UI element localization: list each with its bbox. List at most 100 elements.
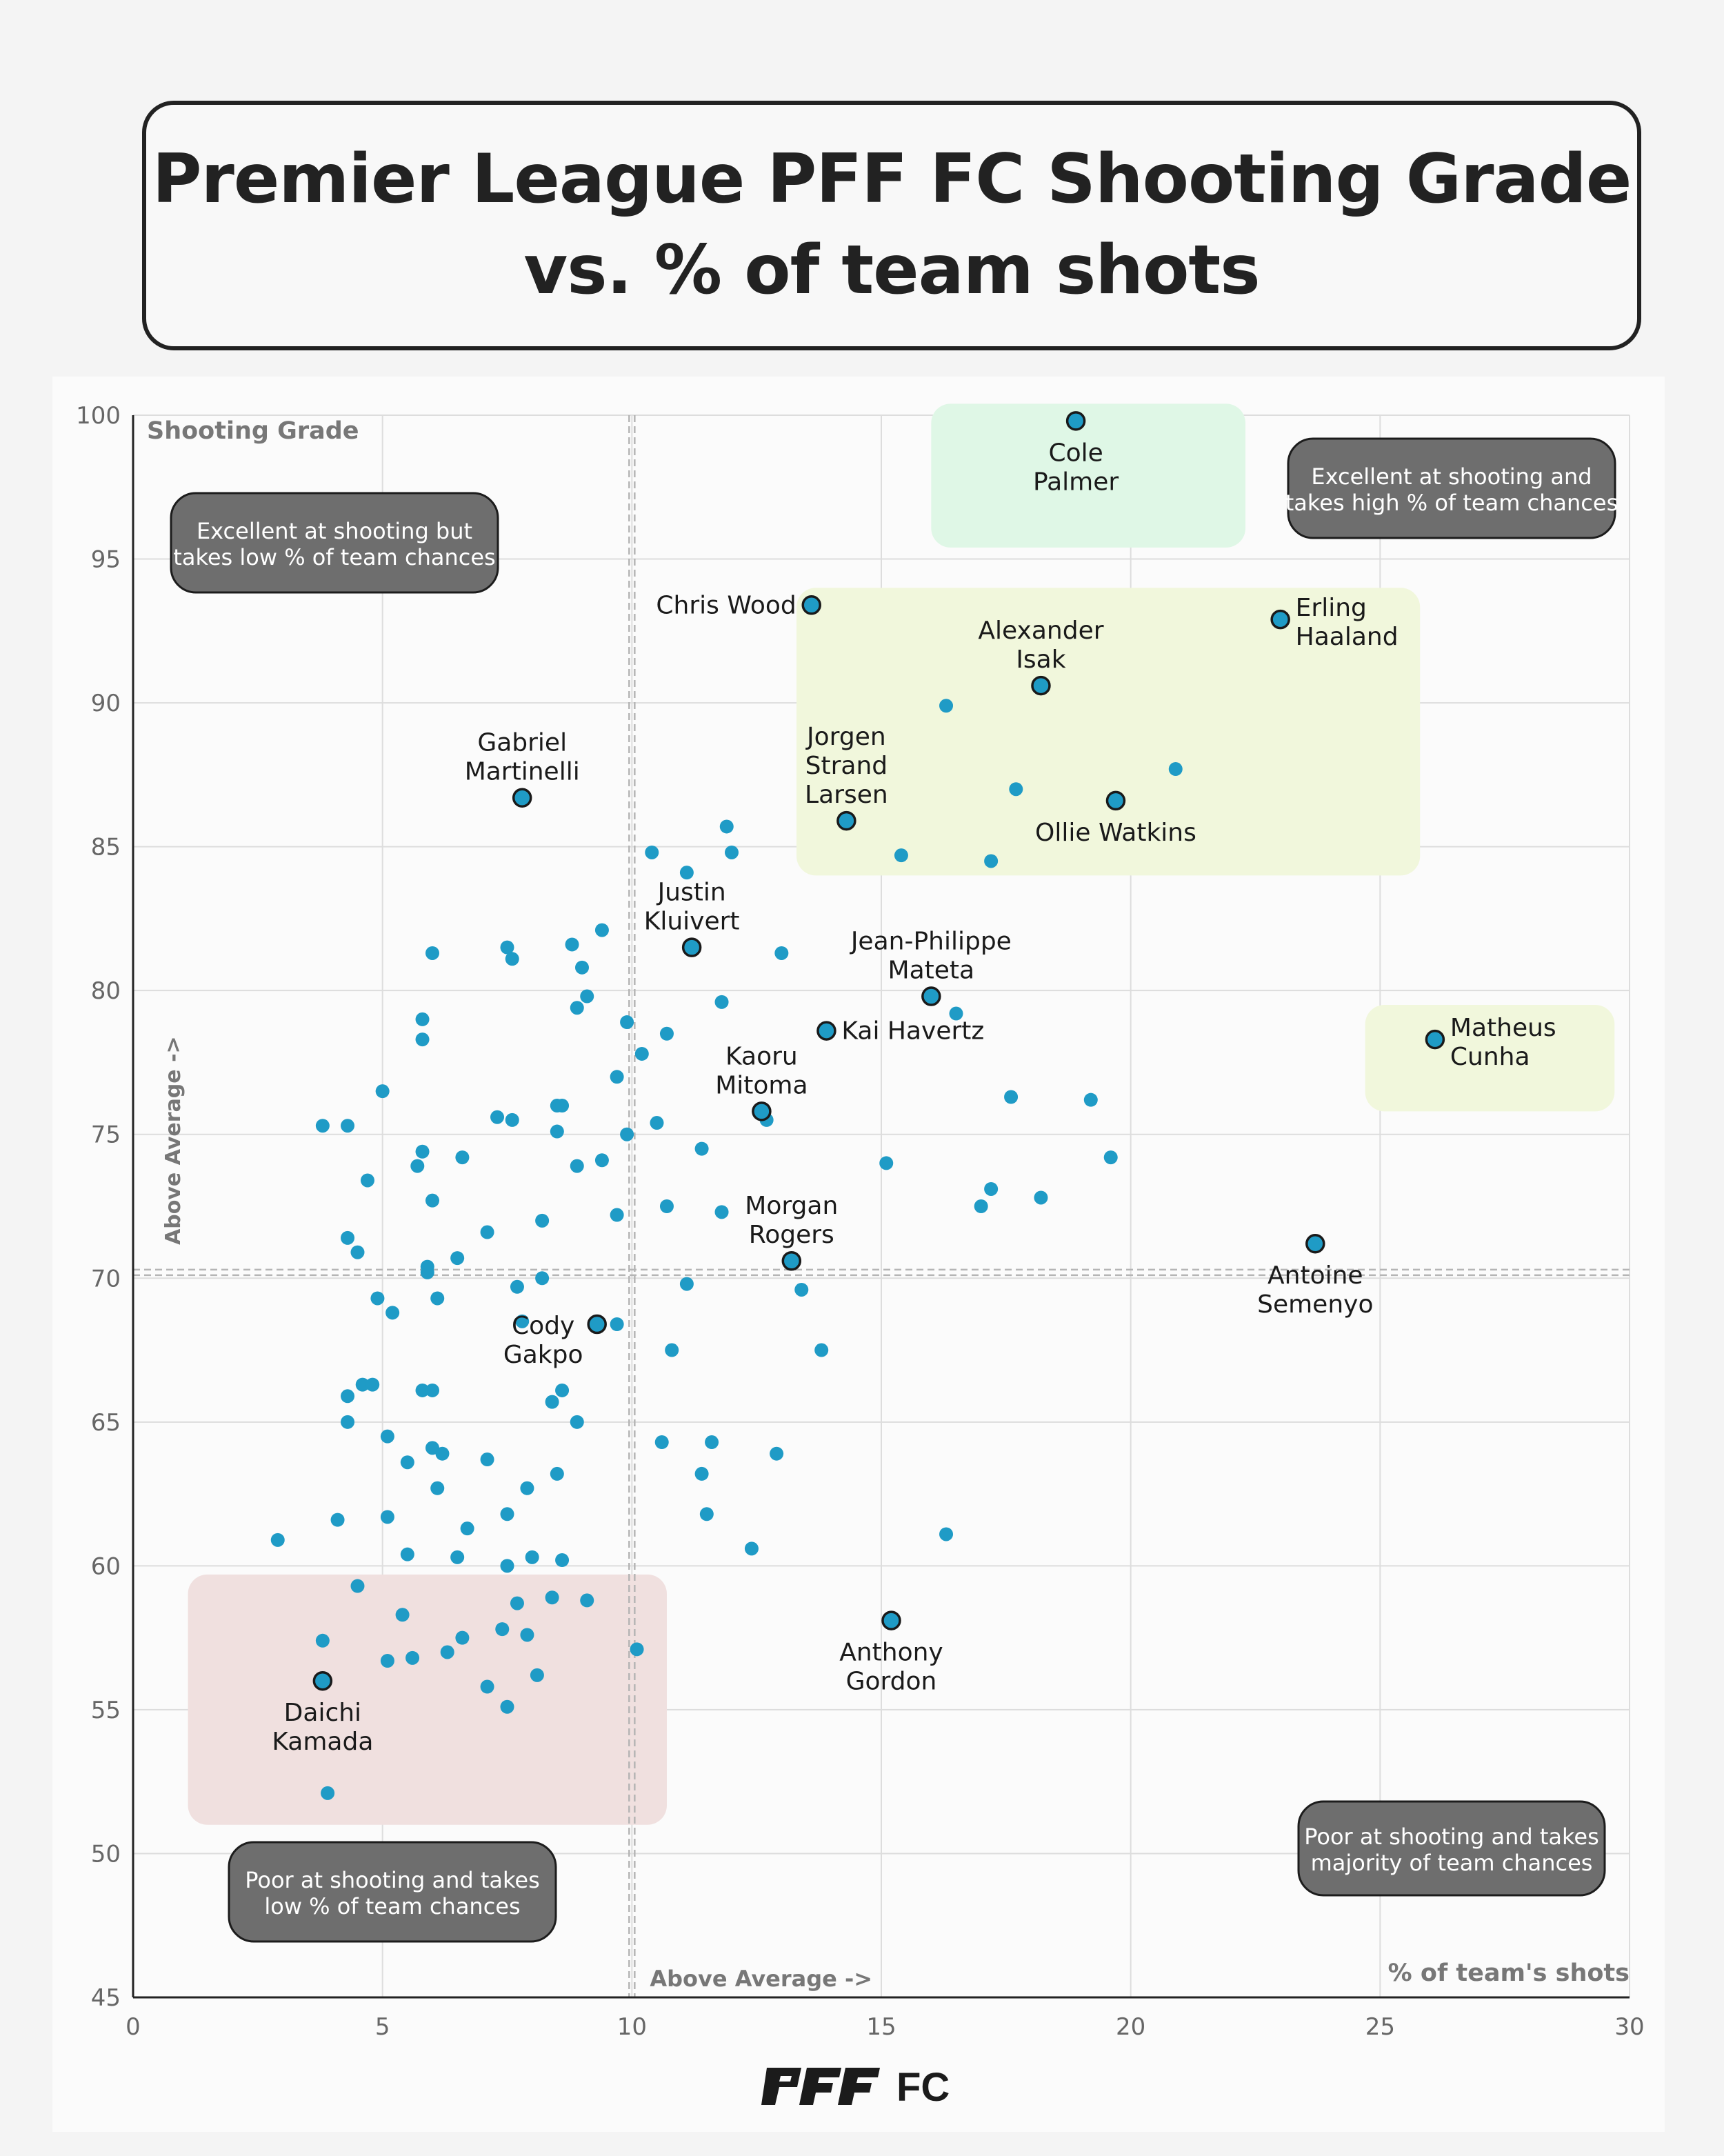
data-point	[450, 1550, 465, 1564]
player-label: Kaoru	[725, 1042, 798, 1070]
quadrant-callout-text: takes high % of team chances	[1285, 490, 1618, 516]
data-point	[360, 1173, 374, 1188]
player-label: Gabriel	[477, 729, 567, 757]
player-label: Anthony	[839, 1639, 943, 1667]
data-point	[455, 1150, 470, 1165]
pff-logo-mark	[761, 2068, 880, 2105]
data-point	[385, 1306, 400, 1320]
data-point	[974, 1199, 988, 1213]
data-point	[341, 1230, 355, 1245]
data-point	[634, 1046, 649, 1061]
data-point	[530, 1668, 544, 1682]
data-point	[774, 946, 789, 960]
data-point	[794, 1282, 809, 1297]
player-label: Cunha	[1450, 1043, 1530, 1071]
data-point	[894, 848, 908, 863]
highlight-zone-red	[188, 1574, 667, 1825]
data-point	[535, 1213, 550, 1228]
y-tick-label: 50	[91, 1840, 121, 1868]
data-point	[425, 1193, 439, 1208]
player-label: Jorgen	[805, 723, 886, 751]
y-tick-label: 75	[91, 1121, 121, 1149]
data-point	[984, 854, 999, 868]
y-tick-label: 100	[76, 402, 121, 430]
data-point	[550, 1124, 564, 1139]
data-point	[719, 819, 734, 834]
quadrant-callout-text: Poor at shooting and takes	[1304, 1824, 1599, 1850]
labeled-point	[1105, 790, 1126, 811]
data-point	[425, 1441, 439, 1455]
data-point	[355, 1377, 370, 1392]
quadrant-callout-top-right	[1287, 437, 1616, 539]
player-label: Cole	[1048, 439, 1103, 467]
data-point	[380, 1654, 394, 1668]
data-point	[814, 1343, 829, 1357]
data-point	[879, 1156, 894, 1170]
player-label: Kluivert	[644, 908, 740, 936]
labeled-point	[801, 595, 821, 615]
data-point	[630, 1642, 644, 1657]
data-point	[330, 1513, 345, 1527]
avg-y-label: Above Average ->	[161, 1036, 186, 1245]
y-tick-label: 80	[91, 977, 121, 1005]
data-point	[1083, 1092, 1098, 1107]
data-point	[580, 1593, 594, 1608]
data-point	[341, 1415, 355, 1429]
data-point	[415, 1144, 430, 1159]
player-label: Jean-Philippe	[850, 928, 1012, 956]
data-point	[705, 1435, 719, 1450]
player-label: Antoine	[1267, 1261, 1363, 1290]
player-label: Justin	[656, 879, 726, 907]
data-point	[270, 1533, 285, 1547]
data-point	[515, 1314, 530, 1328]
data-point	[565, 937, 579, 952]
labeled-point	[1065, 411, 1086, 431]
labeled-point	[816, 1021, 836, 1041]
data-point	[575, 960, 589, 975]
data-point	[410, 1159, 425, 1173]
player-label: Isak	[1016, 646, 1065, 674]
y-tick-label: 70	[91, 1265, 121, 1292]
data-point	[550, 1466, 564, 1481]
data-point	[341, 1119, 355, 1133]
data-point	[1009, 782, 1023, 797]
data-point	[350, 1245, 365, 1259]
player-label: Cody	[512, 1312, 574, 1340]
avg-x-label: Above Average ->	[650, 1966, 872, 1992]
player-label: Morgan	[745, 1192, 838, 1220]
data-point	[555, 1553, 570, 1568]
y-tick-label: 85	[91, 834, 121, 861]
player-label: Kai Havertz	[841, 1017, 984, 1046]
x-tick-label: 5	[375, 2013, 390, 2041]
player-label: Mitoma	[715, 1071, 808, 1099]
player-label: Palmer	[1033, 468, 1119, 496]
data-point	[315, 1633, 330, 1648]
labeled-point	[752, 1101, 772, 1121]
player-label: Ollie Watkins	[1035, 819, 1196, 847]
data-point	[480, 1679, 494, 1694]
data-point	[370, 1291, 385, 1306]
x-tick-label: 20	[1116, 2013, 1145, 2041]
y-tick-label: 95	[91, 546, 121, 574]
data-point	[594, 1153, 609, 1168]
data-point	[405, 1650, 420, 1665]
data-point	[1034, 1190, 1048, 1205]
quadrant-callout-text: Poor at shooting and takes	[245, 1867, 540, 1893]
labeled-point	[1270, 609, 1290, 630]
data-point	[400, 1455, 414, 1470]
labeled-point	[836, 810, 856, 831]
data-point	[594, 923, 609, 937]
player-label: Larsen	[805, 781, 888, 809]
player-label: Strand	[805, 752, 888, 780]
player-label: Chris Wood	[656, 591, 796, 619]
data-point	[450, 1251, 465, 1266]
data-point	[659, 1026, 674, 1041]
data-point	[435, 1446, 450, 1461]
data-point	[744, 1541, 759, 1556]
x-tick-label: 30	[1614, 2013, 1644, 2041]
data-point	[480, 1225, 494, 1239]
data-point	[679, 1277, 694, 1291]
y-tick-label: 45	[91, 1984, 121, 2012]
data-point	[645, 845, 659, 859]
quadrant-callout-text: majority of team chances	[1311, 1850, 1593, 1876]
